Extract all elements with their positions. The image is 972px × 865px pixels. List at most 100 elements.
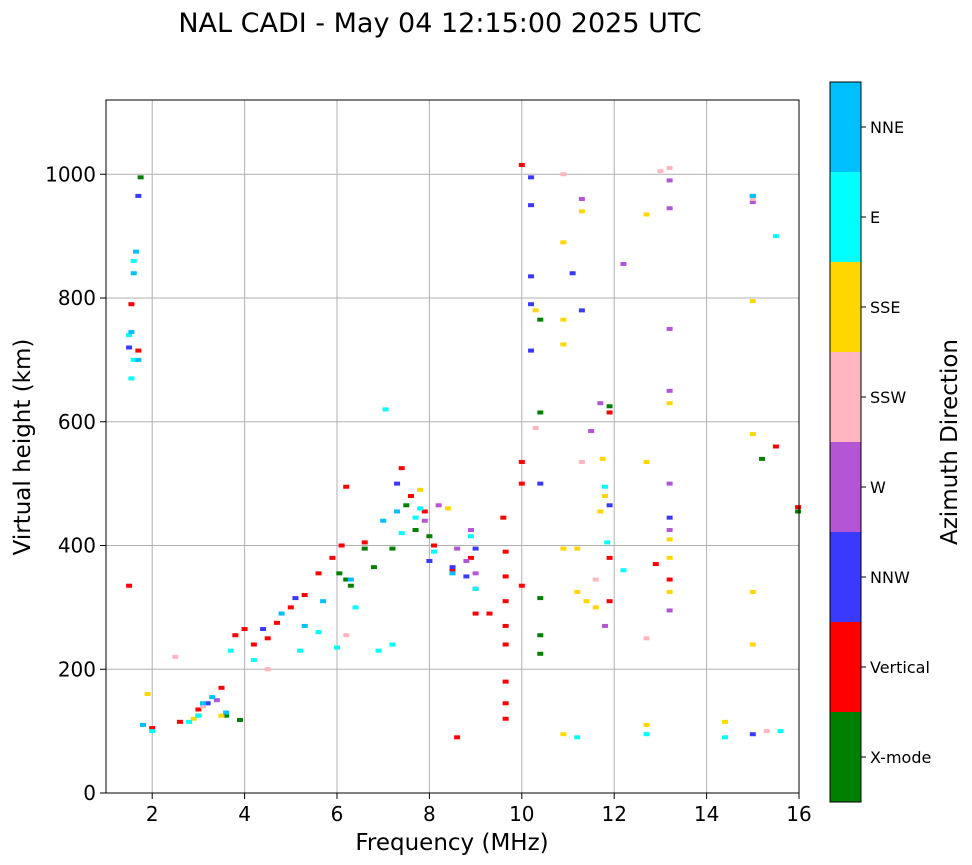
echo-vertical <box>343 484 350 489</box>
echo-sse <box>190 716 197 721</box>
echo-nnw <box>463 574 470 579</box>
colorbar-swatch-w <box>830 442 861 532</box>
echo-vertical <box>502 574 509 579</box>
echo-vertical <box>652 562 659 567</box>
echo-x-mode <box>370 565 377 570</box>
echo-sse <box>532 308 539 313</box>
echo-sse <box>599 456 606 461</box>
echo-vertical <box>218 685 225 690</box>
x-tick-label: 16 <box>786 802 811 826</box>
echo-vertical <box>250 642 257 647</box>
echo-w <box>666 608 673 613</box>
echo-ssw <box>666 166 673 171</box>
echo-vertical <box>666 577 673 582</box>
colorbar-frame <box>829 81 862 803</box>
echo-x-mode <box>223 713 230 718</box>
echo-nnw <box>569 271 576 276</box>
y-tick-label: 800 <box>58 286 96 310</box>
echo-e <box>130 258 137 263</box>
echo-w <box>213 698 220 703</box>
colorbar-label-sse: SSE <box>870 298 900 317</box>
echo-w <box>666 388 673 393</box>
echo-nne <box>200 701 207 706</box>
echo-w <box>620 261 627 266</box>
echo-sse <box>666 401 673 406</box>
echo-e <box>472 586 479 591</box>
echo-nne <box>128 330 135 335</box>
echo-vertical <box>449 568 456 573</box>
echo-nnw <box>426 558 433 563</box>
echo-nnw <box>126 345 133 350</box>
x-tick-label: 12 <box>601 802 626 826</box>
echo-nnw <box>528 203 535 208</box>
echo-vertical <box>264 636 271 641</box>
echo-sse <box>597 509 604 514</box>
echo-ssw <box>592 577 599 582</box>
echo-e <box>777 729 784 734</box>
y-tick-label: 0 <box>83 781 96 805</box>
echo-nnw <box>135 193 142 198</box>
echo-vertical <box>126 583 133 588</box>
echo-sse <box>578 209 585 214</box>
echo-ssw <box>560 172 567 177</box>
echo-w <box>601 623 608 628</box>
echo-nne <box>133 249 140 254</box>
colorbar-title: Azimuth Direction <box>937 339 963 545</box>
colorbar-label-nnw: NNW <box>870 568 910 587</box>
echo-vertical <box>128 302 135 307</box>
echo-vertical <box>518 162 525 167</box>
x-tick-label: 14 <box>694 802 719 826</box>
colorbar-swatch-x-mode <box>830 712 861 802</box>
echo-nne <box>380 518 387 523</box>
echo-e <box>195 713 202 718</box>
echo-sse <box>722 719 729 724</box>
echo-ssw <box>172 654 179 659</box>
echo-e <box>389 642 396 647</box>
echo-vertical <box>195 707 202 712</box>
echo-vertical <box>502 679 509 684</box>
echo-ssw <box>749 197 756 201</box>
echo-nnw <box>666 515 673 520</box>
echo-vertical <box>502 701 509 706</box>
echo-vertical <box>502 623 509 628</box>
echo-vertical <box>421 509 428 514</box>
echo-e <box>722 735 729 740</box>
echo-sse <box>643 459 650 464</box>
echo-nnw <box>606 503 613 508</box>
echo-nnw <box>292 596 299 601</box>
azimuth-colorbar: X-mode Vertical NNW W SSW SSE E NNE <box>829 81 931 803</box>
echo-nne <box>301 623 308 628</box>
echo-vertical <box>502 642 509 647</box>
x-tick-label: 6 <box>331 802 344 826</box>
echo-vertical <box>500 515 507 520</box>
echo-e <box>130 357 137 362</box>
echo-w <box>666 481 673 486</box>
x-axis-ticks: 2 4 6 8 10 12 14 16 <box>146 793 812 826</box>
echo-w <box>463 558 470 563</box>
echo-ssw <box>763 729 770 734</box>
echo-x-mode <box>606 404 613 409</box>
echo-x-mode <box>537 651 544 656</box>
x-tick-label: 2 <box>146 802 159 826</box>
echo-e <box>227 648 234 653</box>
echo-x-mode <box>389 546 396 551</box>
echo-w <box>435 503 442 508</box>
echo-nne <box>223 710 230 715</box>
colorbar-label-nne: NNE <box>870 118 904 137</box>
echo-w <box>666 528 673 533</box>
colorbar-swatch-sse <box>830 262 861 352</box>
y-tick-label: 200 <box>58 657 96 681</box>
echo-e <box>297 648 304 653</box>
echo-sse <box>601 494 608 498</box>
echo-nne <box>209 695 216 700</box>
echo-vertical <box>486 611 493 616</box>
echo-ssw <box>643 636 650 641</box>
echo-x-mode <box>759 456 766 461</box>
echo-x-mode <box>537 317 544 322</box>
echo-w <box>472 571 479 576</box>
y-axis-ticks: 0 200 400 600 800 1000 <box>45 162 106 805</box>
echo-sse <box>417 487 424 492</box>
echo-nne <box>139 722 146 727</box>
echo-e <box>186 719 193 724</box>
echo-vertical <box>407 494 414 498</box>
